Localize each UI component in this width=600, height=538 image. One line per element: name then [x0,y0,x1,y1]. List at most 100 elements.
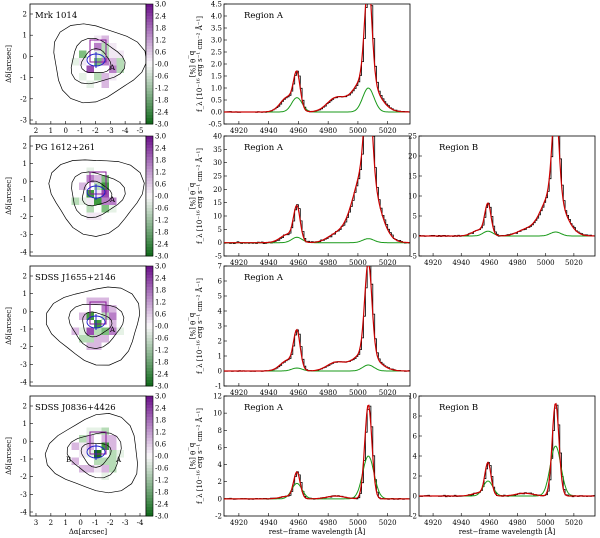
map-ylabel: Δδ[arcsec] [5,307,13,345]
colorbar: 3.0 2.4 1.8 1.2 0.6 -0.0 -0.6 -1.2 -1.8 -2.4 -3.0 b… [145,1,196,129]
colorbar-segment [146,19,153,23]
colorbar-segment [146,311,153,315]
spectrum-xtick-label: 4940 [260,127,278,135]
contour-line [44,413,138,494]
spectrum-panel-2-2: -5 0 5 10 15 20 25 4920 4940 4960 4980 5000 5020 Regi… [408,133,596,267]
colorbar-segment [146,435,153,439]
map-pixel [79,73,87,81]
colorbar-segment [146,31,153,35]
map-object-name: Mrk 1014 [35,11,77,21]
map-pixel [86,65,94,73]
colorbar-segment [146,88,153,92]
map-pixel [109,327,117,335]
contour-line [80,442,112,468]
map-panel-3: SDSS J1655+2146 A 2 1 0 -1 -2 -3 -4 Δδ[arcsec] 3.0… [5,263,196,391]
colorbar-segment [146,178,153,182]
colorbar-segment [146,151,153,155]
colorbar-segment [146,468,153,472]
colorbar-segment [146,513,153,517]
map-pixel [109,73,117,81]
spectrum-frame [418,395,596,517]
spectrum-xtick-label: 4980 [509,259,527,267]
map-pixel [94,297,102,305]
colorbar-tick-label: 3.0 [155,263,166,271]
colorbar-segment [146,326,153,330]
spectrum-ytick-label: 4 [218,461,223,469]
map-pixel [94,465,102,473]
colorbar-segment [146,480,153,484]
colorbar-segment [146,359,153,363]
map-xtick-label: 2 [49,519,53,527]
colorbar-segment [146,64,153,68]
spectrum-frame [223,265,411,387]
spectrum-xtick-label: 4940 [452,519,470,527]
colorbar-segment [146,157,153,161]
colorbar-tick-label: 0.6 [155,441,167,449]
map-ytick-label: 2 [23,11,27,19]
colorbar-segment [146,247,153,251]
map-ytick-label: 1 [23,290,27,298]
colorbar-segment [146,266,153,270]
colorbar-segment [146,202,153,206]
colorbar-segment [146,7,153,11]
map-pixel [71,197,79,205]
map-ytick-label: 1 [23,160,27,168]
map-pixel [116,65,124,73]
spectrum-ytick-label: 1.5 [211,73,222,81]
colorbar-segment [146,284,153,288]
spectrum-frame [418,135,596,257]
map-ytick-label: -3 [20,361,27,369]
colorbar-segment [146,444,153,448]
spectrum-region-label: Region B [439,403,478,413]
colorbar-segment [146,82,153,86]
spectrum-frame [223,3,411,125]
colorbar-segment [146,477,153,481]
map-pixel [109,197,117,205]
colorbar-segment [146,181,153,185]
colorbar-tick-label: -0.6 [155,73,169,81]
map-pixel [79,182,87,190]
spectrum-ytick-label: 5 [218,293,222,301]
map-ytick-label: 2 [23,273,27,281]
spectrum-model [419,136,595,237]
spectrum-xtick-label: 4960 [289,259,307,267]
colorbar-segment [146,22,153,26]
region-box [89,301,107,325]
map-pixel [101,312,109,320]
map-pixel [101,73,109,81]
map-frame [29,3,147,125]
map-pixel [86,80,94,88]
spectrum-xtick-label: 4960 [289,519,307,527]
contour-line [53,23,147,104]
spectrum-xtick-label: 4920 [230,389,248,397]
colorbar-segment [146,492,153,496]
colorbar-segment [146,10,153,14]
colorbar-segment [146,211,153,215]
spectrum-panel-4-1: -2 0 2 4 6 8 10 12 4920 4940 4960 4980 5000 5020 Regio… [195,393,411,527]
colorbar-segment [146,253,153,257]
spectrum-ytick-label: 3.0 [211,37,222,45]
colorbar-segment [146,432,153,436]
spectrum-ytick-label: 20 [408,153,417,161]
spectrum-ylabel: f_λ [10⁻¹⁶ erg s⁻¹ cm⁻² Å⁻¹] [195,408,204,504]
colorbar-tick-label: 1.8 [155,287,166,295]
spectrum-ytick-label: 2 [413,473,417,481]
colorbar-tick-label: -1.2 [155,85,169,93]
map-ytick-label: 1 [23,32,27,40]
map-pixel [109,65,117,73]
spectrum-plot-area [224,404,410,500]
spectrum-ylabel: f_λ [10⁻¹⁶ erg s⁻¹ cm⁻² Å⁻¹] [195,148,204,244]
contour-line [80,48,112,73]
colorbar-segment [146,414,153,418]
colorbar-segment [146,4,153,8]
colorbar-segment [146,76,153,80]
colorbar-segment [146,329,153,333]
spectrum-ytick-label: -2 [410,513,417,521]
colorbar-segment [146,332,153,336]
colorbar-segment [146,85,153,89]
map-pixel [94,342,102,350]
spectrum-xtick-label: 4980 [319,127,337,135]
map-xtick-label: -5 [137,127,144,135]
region-box [89,431,107,455]
